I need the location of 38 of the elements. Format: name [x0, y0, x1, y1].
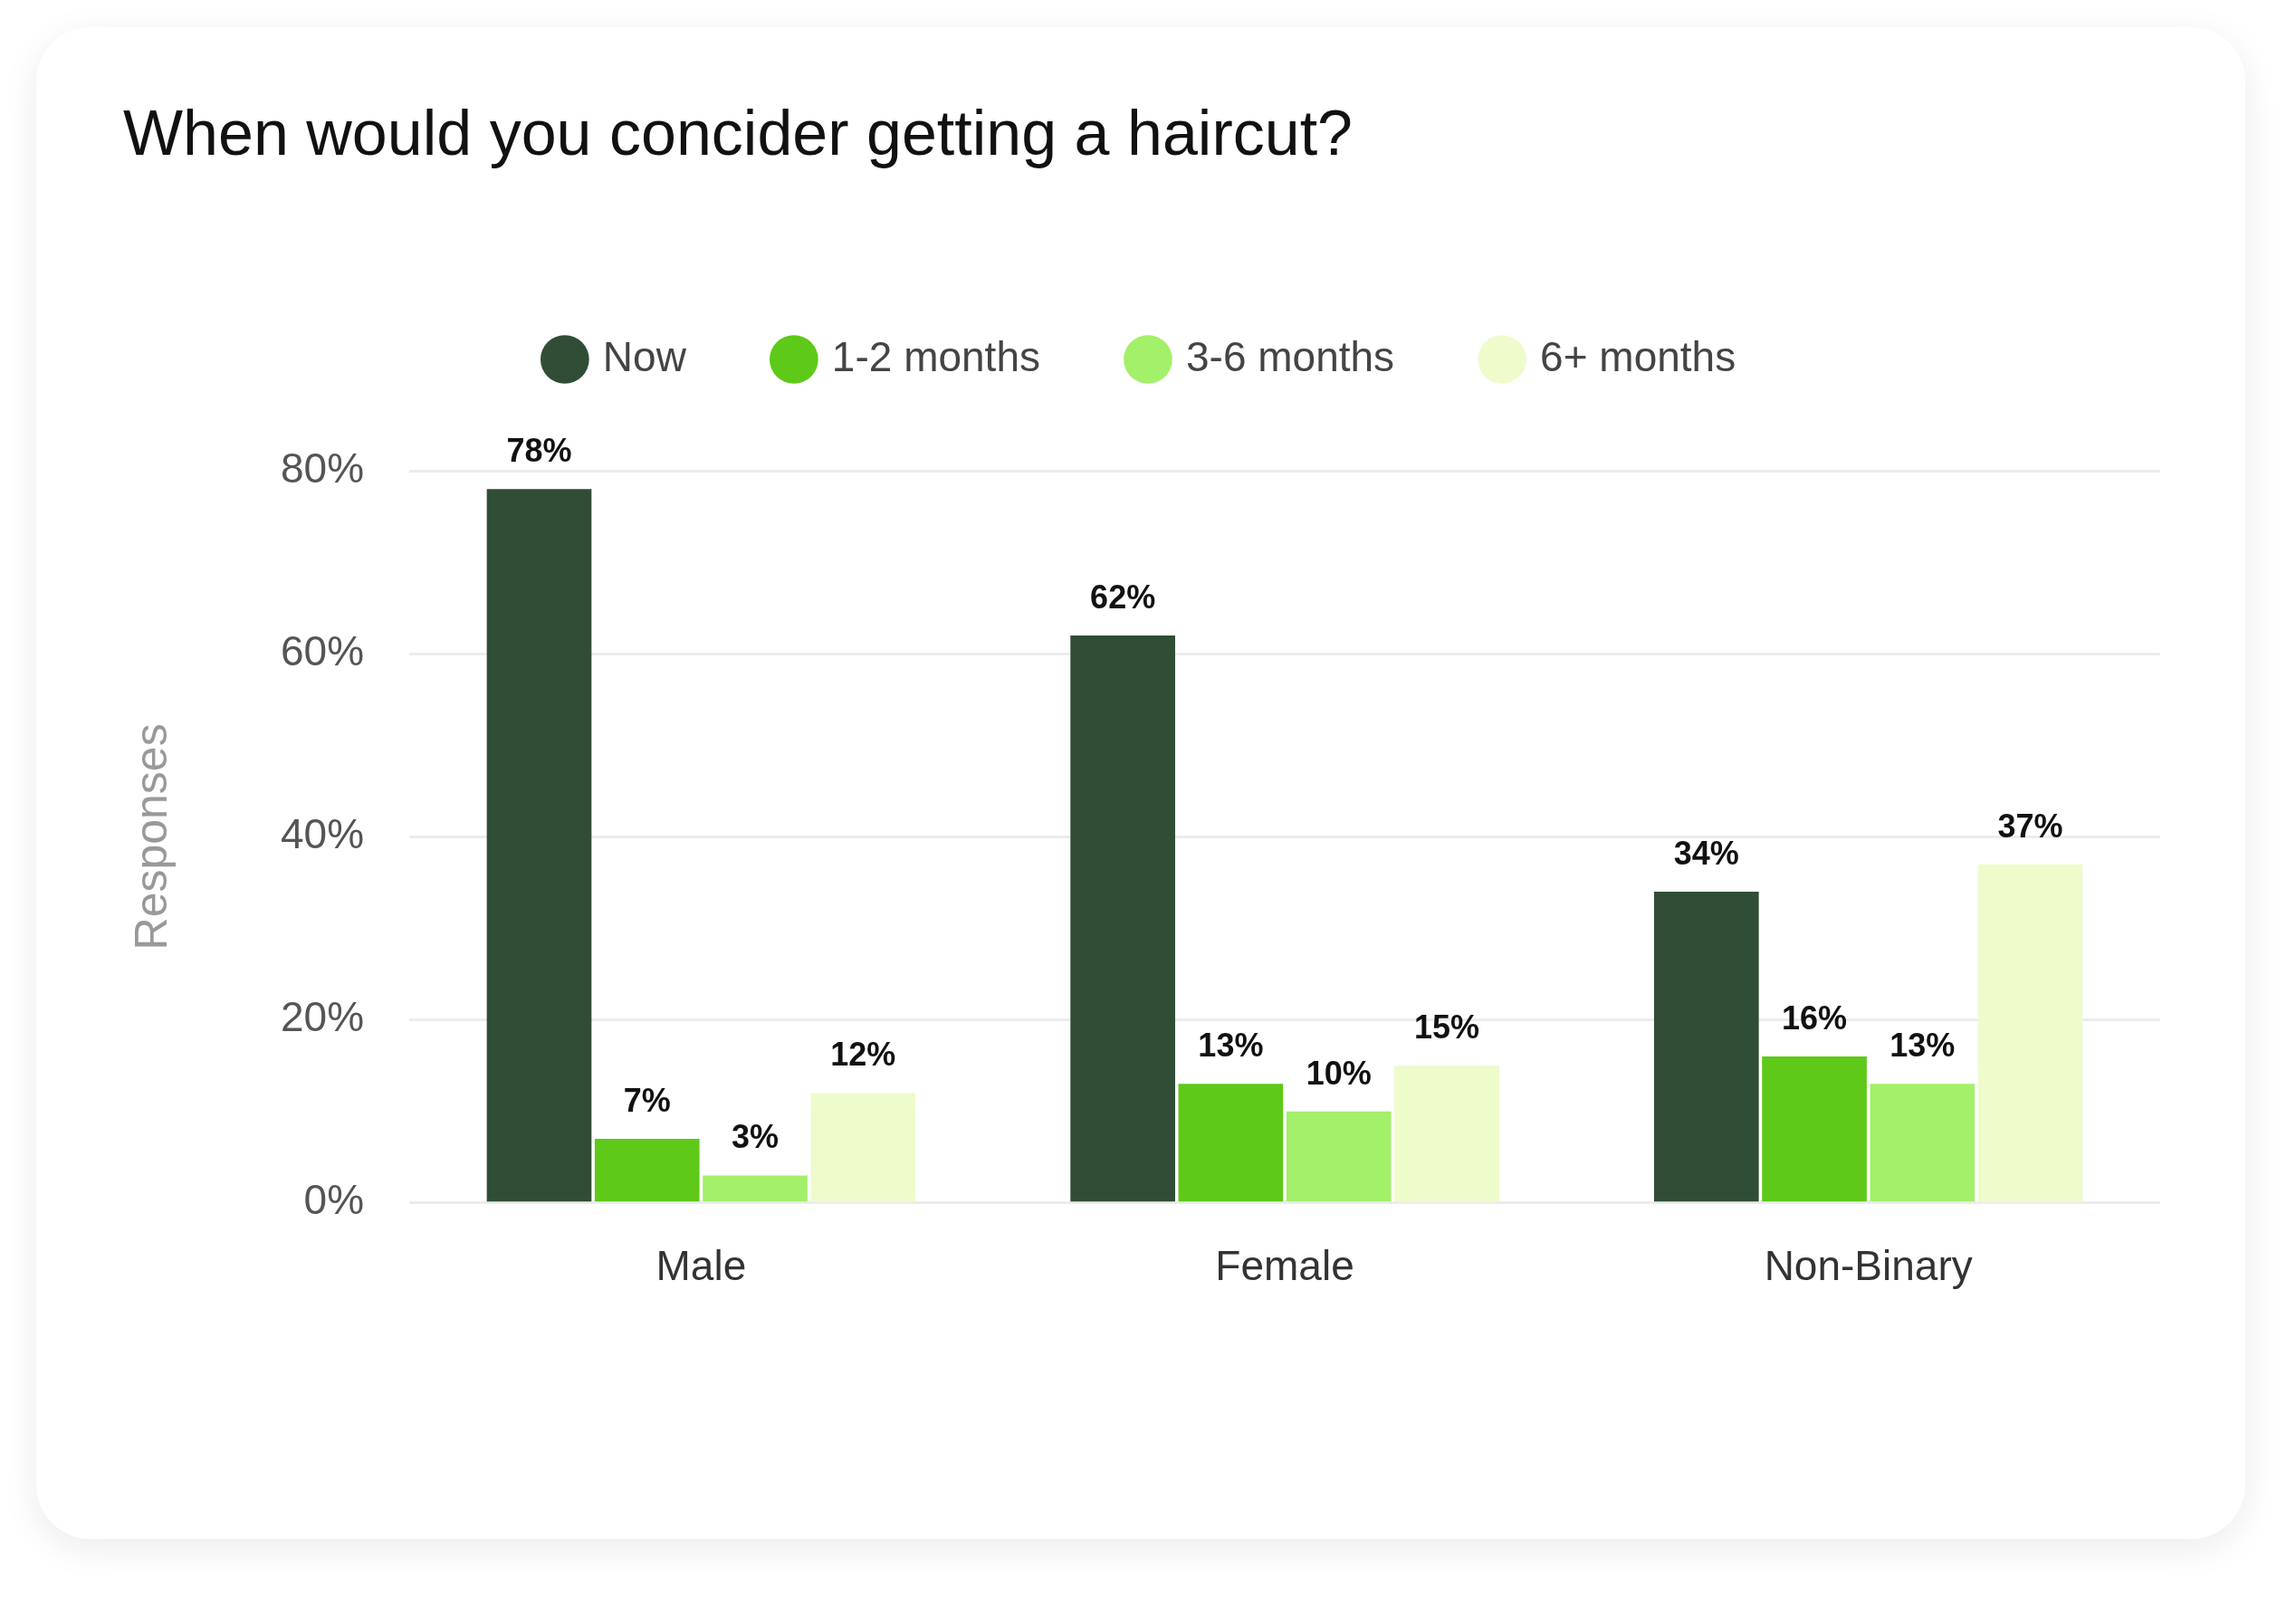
data-label: 34% [1673, 834, 1739, 872]
data-label: 12% [830, 1036, 896, 1074]
x-tick-label: Non-Binary [1764, 1242, 1973, 1290]
data-label: 10% [1306, 1054, 1372, 1092]
bar [594, 1139, 700, 1202]
bar [1070, 635, 1175, 1202]
x-tick-label: Female [1215, 1242, 1354, 1290]
legend-label: 1-2 months [831, 332, 1040, 380]
y-tick-label: 60% [280, 626, 365, 674]
y-tick-label: 0% [303, 1176, 365, 1224]
data-label: 13% [1198, 1027, 1264, 1065]
bar [1286, 1111, 1392, 1202]
bar [1653, 892, 1759, 1202]
y-tick-label: 40% [280, 810, 365, 858]
data-label: 15% [1413, 1008, 1479, 1046]
data-label: 13% [1889, 1027, 1956, 1065]
legend-label: 6+ months [1540, 332, 1736, 380]
chart-title: When would you concider getting a haircut? [123, 98, 1354, 169]
x-tick-label: Male [655, 1242, 747, 1290]
y-tick-label: 80% [280, 444, 365, 492]
bar [1977, 864, 2083, 1202]
y-axis-title: Responses [125, 723, 177, 951]
bar [1870, 1084, 1976, 1202]
data-label: 78% [506, 432, 572, 470]
bar [1762, 1056, 1867, 1202]
legend-label: 3-6 months [1185, 332, 1395, 380]
bar [810, 1093, 916, 1202]
data-label: 37% [1997, 807, 2063, 845]
data-label: 16% [1782, 999, 1848, 1037]
bar [1178, 1084, 1284, 1202]
y-tick-label: 20% [280, 993, 365, 1041]
data-label: 7% [623, 1081, 671, 1119]
legend-label: Now [602, 332, 687, 380]
data-label: 62% [1090, 578, 1156, 616]
data-label: 3% [732, 1118, 780, 1156]
bar [486, 489, 592, 1202]
bar [1394, 1066, 1499, 1202]
bar [703, 1175, 808, 1202]
